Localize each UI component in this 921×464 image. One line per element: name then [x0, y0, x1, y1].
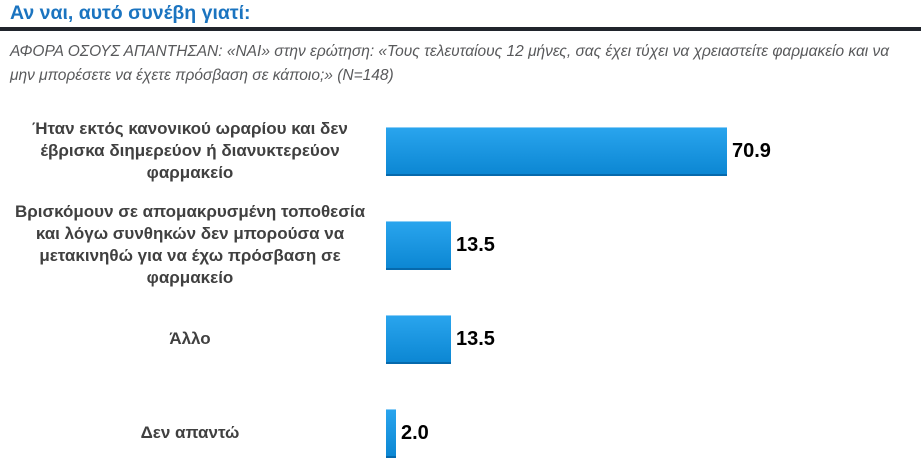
horizontal-bar-chart: Ήταν εκτός κανονικού ωραρίου και δεν έβρ…: [0, 104, 921, 464]
bar-track: 2.0: [386, 408, 921, 458]
value-label: 13.5: [456, 233, 495, 256]
bar: [386, 314, 451, 364]
category-label: Άλλο: [169, 329, 211, 348]
chart-row: Βρισκόμουν σε απομακρυσμένη τοποθεσία κα…: [0, 198, 921, 292]
chart-subtitle: ΑΦΟΡΑ ΟΣΟΥΣ ΑΠΑΝΤΗΣΑΝ: «ΝΑΙ» στην ερώτησ…: [10, 43, 890, 84]
title-divider-rule: [0, 27, 921, 31]
bar-track: 13.5: [386, 314, 921, 364]
value-label: 70.9: [732, 139, 771, 162]
category-label: Βρισκόμουν σε απομακρυσμένη τοποθεσία κα…: [14, 202, 366, 287]
category-label: Ήταν εκτός κανονικού ωραρίου και δεν έβρ…: [32, 119, 348, 182]
chart-title: Αν ναι, αυτό συνέβη γιατί:: [10, 2, 251, 24]
chart-row: Άλλο 13.5: [0, 292, 921, 386]
chart-row: Ήταν εκτός κανονικού ωραρίου και δεν έβρ…: [0, 104, 921, 198]
bar: [386, 408, 396, 458]
value-label: 13.5: [456, 327, 495, 350]
bar-track: 70.9: [386, 126, 921, 176]
chart-row: Δεν απαντώ 2.0: [0, 386, 921, 464]
bar-track: 13.5: [386, 220, 921, 270]
bar: [386, 126, 727, 176]
category-label: Δεν απαντώ: [140, 423, 240, 442]
value-label: 2.0: [401, 421, 429, 444]
bar: [386, 220, 451, 270]
